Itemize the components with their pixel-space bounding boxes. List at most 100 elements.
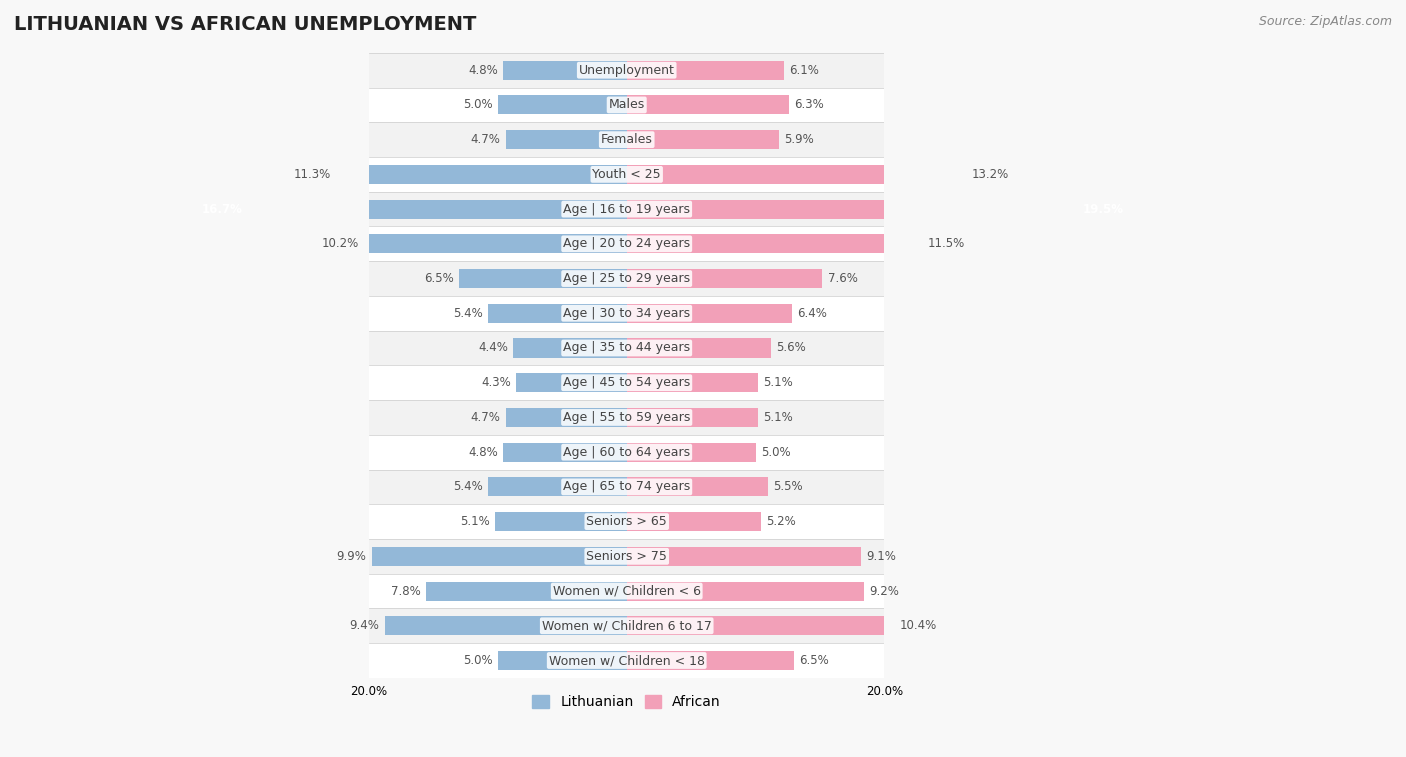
Text: Age | 25 to 29 years: Age | 25 to 29 years xyxy=(564,272,690,285)
Bar xyxy=(627,61,785,79)
Bar xyxy=(370,643,884,678)
Bar xyxy=(627,478,769,497)
Text: Seniors > 65: Seniors > 65 xyxy=(586,515,666,528)
Bar xyxy=(370,226,884,261)
Bar xyxy=(627,512,761,531)
Bar xyxy=(627,373,758,392)
Text: 11.5%: 11.5% xyxy=(928,238,966,251)
Bar xyxy=(370,192,884,226)
Text: 4.7%: 4.7% xyxy=(471,411,501,424)
Text: Age | 60 to 64 years: Age | 60 to 64 years xyxy=(564,446,690,459)
Bar xyxy=(488,304,627,322)
Legend: Lithuanian, African: Lithuanian, African xyxy=(527,690,727,715)
Text: 5.1%: 5.1% xyxy=(763,376,793,389)
Text: 5.4%: 5.4% xyxy=(453,307,482,319)
Bar xyxy=(627,269,823,288)
Text: 7.6%: 7.6% xyxy=(828,272,858,285)
Bar xyxy=(370,261,884,296)
Text: 16.7%: 16.7% xyxy=(201,203,243,216)
Text: Age | 55 to 59 years: Age | 55 to 59 years xyxy=(562,411,690,424)
Bar xyxy=(370,88,884,123)
Text: 4.8%: 4.8% xyxy=(468,64,498,76)
Text: 5.0%: 5.0% xyxy=(463,98,492,111)
Text: 9.1%: 9.1% xyxy=(866,550,896,563)
Text: 5.1%: 5.1% xyxy=(460,515,491,528)
Text: Youth < 25: Youth < 25 xyxy=(592,168,661,181)
Text: 5.9%: 5.9% xyxy=(785,133,814,146)
Bar xyxy=(627,200,1129,219)
Text: Women w/ Children < 18: Women w/ Children < 18 xyxy=(548,654,704,667)
Bar xyxy=(627,95,789,114)
Text: Males: Males xyxy=(609,98,645,111)
Text: 9.2%: 9.2% xyxy=(869,584,898,597)
Bar xyxy=(336,165,627,184)
Text: 7.8%: 7.8% xyxy=(391,584,420,597)
Text: 6.4%: 6.4% xyxy=(797,307,827,319)
Bar xyxy=(627,165,967,184)
Text: 5.1%: 5.1% xyxy=(763,411,793,424)
Text: 5.0%: 5.0% xyxy=(463,654,492,667)
Text: Age | 30 to 34 years: Age | 30 to 34 years xyxy=(564,307,690,319)
Bar xyxy=(370,400,884,435)
Text: 5.4%: 5.4% xyxy=(453,481,482,494)
Bar xyxy=(627,304,792,322)
Bar xyxy=(498,95,627,114)
Bar xyxy=(370,296,884,331)
Text: 6.5%: 6.5% xyxy=(425,272,454,285)
Text: Age | 45 to 54 years: Age | 45 to 54 years xyxy=(562,376,690,389)
Text: 9.9%: 9.9% xyxy=(336,550,367,563)
Text: Age | 20 to 24 years: Age | 20 to 24 years xyxy=(564,238,690,251)
Bar xyxy=(370,574,884,609)
Bar xyxy=(627,443,755,462)
Bar xyxy=(370,504,884,539)
Bar xyxy=(627,616,894,635)
Bar xyxy=(503,61,627,79)
Text: Women w/ Children < 6: Women w/ Children < 6 xyxy=(553,584,700,597)
Bar xyxy=(370,609,884,643)
Bar xyxy=(627,338,770,357)
Bar xyxy=(370,366,884,400)
Bar xyxy=(516,373,627,392)
Bar xyxy=(506,408,627,427)
Bar xyxy=(370,539,884,574)
Bar xyxy=(495,512,627,531)
Text: 5.0%: 5.0% xyxy=(761,446,790,459)
Text: 4.8%: 4.8% xyxy=(468,446,498,459)
Text: 6.3%: 6.3% xyxy=(794,98,824,111)
Bar xyxy=(627,651,794,670)
Bar xyxy=(513,338,627,357)
Bar xyxy=(371,547,627,566)
Text: Age | 35 to 44 years: Age | 35 to 44 years xyxy=(564,341,690,354)
Text: 4.4%: 4.4% xyxy=(478,341,508,354)
Text: 19.5%: 19.5% xyxy=(1083,203,1123,216)
Text: 5.2%: 5.2% xyxy=(766,515,796,528)
Bar xyxy=(364,234,627,254)
Bar xyxy=(370,53,884,88)
Text: Unemployment: Unemployment xyxy=(579,64,675,76)
Text: Women w/ Children 6 to 17: Women w/ Children 6 to 17 xyxy=(541,619,711,632)
Text: 13.2%: 13.2% xyxy=(972,168,1010,181)
Bar xyxy=(627,581,863,600)
Bar xyxy=(488,478,627,497)
Text: LITHUANIAN VS AFRICAN UNEMPLOYMENT: LITHUANIAN VS AFRICAN UNEMPLOYMENT xyxy=(14,15,477,34)
Text: Females: Females xyxy=(600,133,652,146)
Bar xyxy=(370,123,884,157)
Bar xyxy=(370,157,884,192)
Bar xyxy=(370,331,884,366)
Bar xyxy=(627,234,922,254)
Bar xyxy=(197,200,627,219)
Bar xyxy=(506,130,627,149)
Text: 5.5%: 5.5% xyxy=(773,481,803,494)
Bar xyxy=(460,269,627,288)
Bar xyxy=(627,130,779,149)
Bar xyxy=(426,581,627,600)
Text: Age | 65 to 74 years: Age | 65 to 74 years xyxy=(562,481,690,494)
Bar xyxy=(498,651,627,670)
Text: Seniors > 75: Seniors > 75 xyxy=(586,550,668,563)
Bar xyxy=(503,443,627,462)
Text: 6.1%: 6.1% xyxy=(789,64,818,76)
Text: Age | 16 to 19 years: Age | 16 to 19 years xyxy=(564,203,690,216)
Bar xyxy=(627,547,860,566)
Text: Source: ZipAtlas.com: Source: ZipAtlas.com xyxy=(1258,15,1392,28)
Text: 9.4%: 9.4% xyxy=(350,619,380,632)
